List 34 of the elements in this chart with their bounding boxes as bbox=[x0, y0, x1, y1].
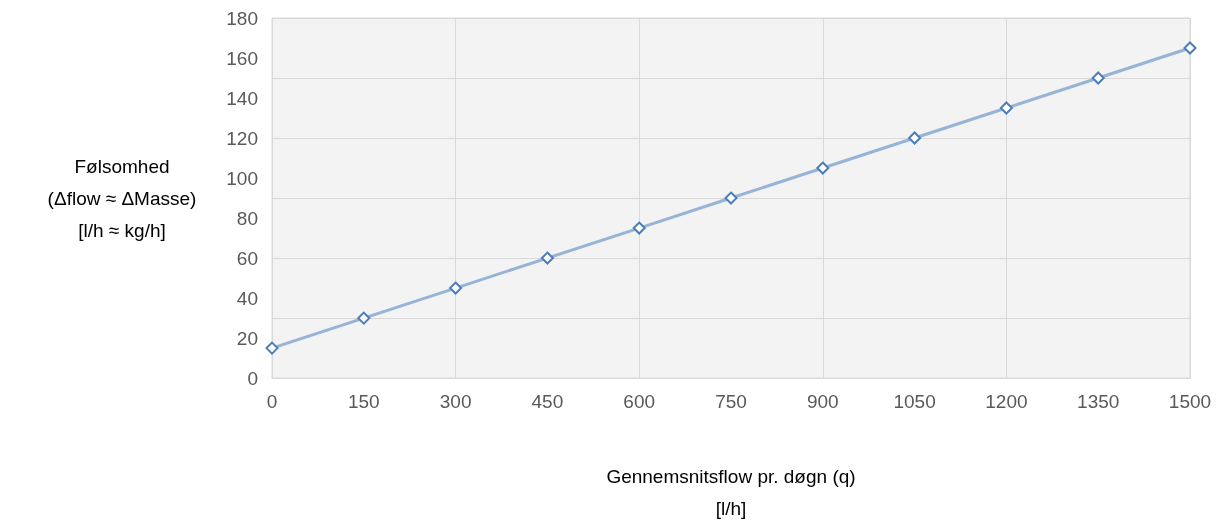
y-tick-label: 140 bbox=[226, 87, 258, 109]
point bbox=[1091, 71, 1105, 85]
point bbox=[540, 251, 554, 265]
y-tick-label: 100 bbox=[226, 167, 258, 189]
point bbox=[632, 221, 646, 235]
x-tick-label: 900 bbox=[806, 391, 839, 413]
x-tick-label: 600 bbox=[623, 391, 656, 413]
point bbox=[908, 131, 922, 145]
y-axis-title: Følsomhed (Δflow ≈ ΔMasse) [l/h ≈ kg/h] bbox=[47, 155, 197, 241]
y-tick-label: 180 bbox=[226, 7, 258, 29]
y-tick-label: 20 bbox=[236, 327, 258, 349]
x-tick-label: 1050 bbox=[893, 391, 936, 413]
y-tick-label: 40 bbox=[236, 287, 258, 309]
point bbox=[449, 281, 463, 295]
x-tick-label: 0 bbox=[266, 391, 278, 413]
y-tick-label: 120 bbox=[226, 127, 258, 149]
x-tick-label: 150 bbox=[347, 391, 380, 413]
x-tick-label: 1200 bbox=[985, 391, 1028, 413]
x-tick-label: 1350 bbox=[1077, 391, 1120, 413]
x-tick-label: 450 bbox=[531, 391, 564, 413]
point bbox=[724, 191, 738, 205]
point bbox=[999, 101, 1013, 115]
x-axis-title: Gennemsnitsflow pr. døgn (q) [l/h] bbox=[606, 465, 856, 519]
point bbox=[357, 311, 371, 325]
y-tick-label: 60 bbox=[236, 247, 258, 269]
point bbox=[1183, 41, 1197, 55]
y-tick-label: 160 bbox=[226, 47, 258, 69]
x-tick-label: 1500 bbox=[1168, 391, 1212, 413]
y-tick-label: 80 bbox=[236, 207, 258, 229]
x-tick-label: 750 bbox=[715, 391, 747, 413]
point bbox=[816, 161, 830, 175]
point bbox=[265, 341, 279, 355]
y-tick-label: 0 bbox=[247, 367, 258, 389]
x-tick-label: 300 bbox=[439, 391, 472, 413]
